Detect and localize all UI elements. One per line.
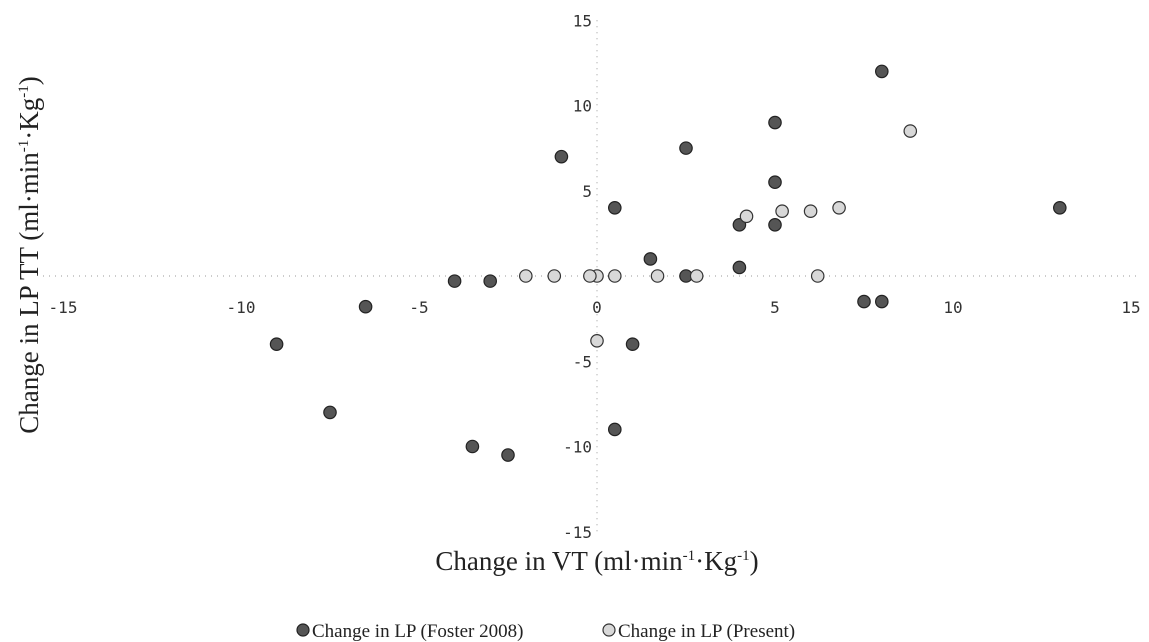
legend-label-foster: Change in LP (Foster 2008) [312, 621, 523, 642]
y-tick-label: 10 [573, 97, 592, 116]
data-point [874, 64, 889, 79]
x-tick-label: -10 [227, 298, 256, 317]
data-point [269, 337, 284, 351]
data-point [643, 252, 658, 266]
legend-marker-present [602, 623, 616, 637]
data-point [465, 439, 480, 454]
data-point [518, 269, 533, 283]
data-point [857, 294, 871, 309]
data-point [689, 269, 704, 283]
x-axis-title: Change in VT (ml·min-1·Kg-1) [435, 546, 758, 576]
y-tick-label: -10 [563, 438, 592, 457]
legend-label-present: Change in LP (Present) [618, 621, 795, 642]
data-point [768, 175, 782, 190]
data-point [832, 201, 846, 215]
data-point [547, 269, 562, 283]
data-point [625, 337, 640, 351]
data-point [679, 141, 693, 155]
data-point [590, 333, 604, 348]
data-point [358, 299, 373, 314]
x-tick-label: 15 [1121, 298, 1140, 317]
legend-marker-foster [296, 623, 310, 637]
data-point [739, 209, 754, 224]
data-point [803, 204, 818, 219]
data-point [810, 269, 825, 283]
data-points [269, 64, 1067, 462]
data-point [775, 204, 789, 219]
data-point [607, 269, 622, 283]
y-tick-label: 15 [573, 11, 592, 30]
x-tick-label: -15 [49, 298, 78, 317]
legend: Change in LP (Foster 2008) Change in LP … [296, 621, 795, 642]
x-tick-label: -5 [409, 298, 428, 317]
tick-labels: -15 -10 -5 0 5 10 15 15 10 5 -5 -10 -15 [49, 11, 1141, 542]
x-tick-label: 10 [943, 298, 962, 317]
x-tick-label: 0 [592, 298, 602, 317]
data-point [650, 269, 665, 283]
data-point [732, 260, 747, 275]
data-point [607, 201, 622, 215]
y-axis-title: Change in LP TT (ml·min-1·Kg-1) [14, 76, 44, 433]
data-point [1053, 201, 1067, 215]
y-tick-label: -15 [563, 523, 592, 542]
data-point [447, 274, 462, 288]
data-point [768, 218, 782, 232]
data-point [323, 405, 337, 420]
data-point [483, 274, 497, 288]
data-point [768, 115, 782, 130]
data-point [554, 149, 569, 164]
data-point [583, 269, 597, 283]
y-tick-label: 5 [582, 182, 592, 201]
data-point [607, 422, 622, 437]
data-point [903, 124, 918, 138]
y-tick-label: -5 [573, 352, 592, 371]
x-tick-label: 5 [770, 298, 780, 317]
data-point [874, 294, 889, 309]
axes [43, 20, 1141, 532]
data-point [501, 448, 515, 462]
